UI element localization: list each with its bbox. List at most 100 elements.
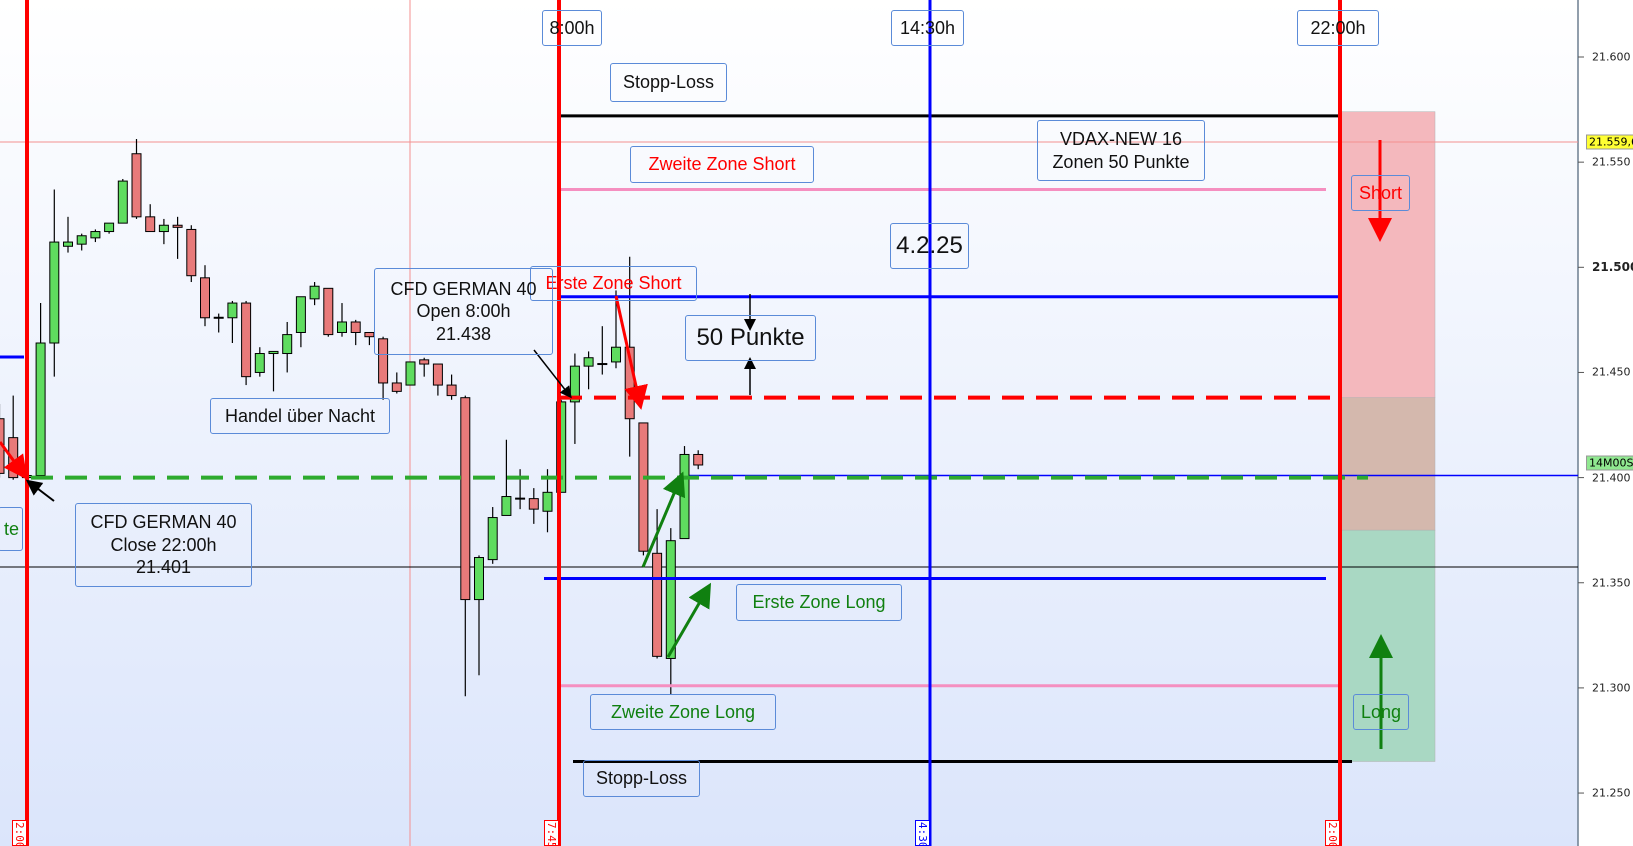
candle-bullish <box>337 321 347 333</box>
zweite-zone-long-text: Zweite Zone Long <box>610 701 756 722</box>
zweite-zone-long-label[interactable]: Zweite Zone Long <box>590 694 776 730</box>
long-text: Long <box>1360 701 1402 722</box>
red-trend-arrow-left-icon <box>0 441 28 480</box>
vdax-line2: Zonen 50 Punkte <box>1052 151 1190 172</box>
candle-bearish <box>391 382 402 392</box>
stop-loss-bottom-label[interactable]: Stopp-Loss <box>583 760 700 797</box>
time-label-us-open-text: 14:30h <box>899 17 956 38</box>
price-axis-label: 21.250 <box>1592 786 1631 800</box>
candle-bullish <box>117 180 128 224</box>
candle-bullish <box>487 517 498 561</box>
crosshair-price-marker: 21.559,6 <box>1586 134 1633 150</box>
candle-bullish <box>76 235 87 245</box>
candle-bearish <box>186 228 197 277</box>
time-label-close-text: 22:00h <box>1310 17 1366 38</box>
zone-width-label[interactable]: 50 Punkte <box>685 315 816 361</box>
countdown-marker: 14M00S <box>1586 455 1633 471</box>
candle-bullish <box>282 334 293 355</box>
date-label[interactable]: 4.2.25 <box>890 223 969 269</box>
long-label[interactable]: Long <box>1353 694 1409 730</box>
zone-width-text: 50 Punkte <box>696 324 805 351</box>
candle-bearish <box>131 153 142 218</box>
candle-bullish <box>104 222 115 233</box>
open-line1: CFD GERMAN 40 <box>390 278 537 299</box>
price-axis-label: 21.300 <box>1592 681 1631 695</box>
candle-bullish <box>611 346 621 363</box>
candle-bearish <box>528 498 539 510</box>
candle-bullish <box>158 224 169 233</box>
candle-bearish <box>241 302 252 378</box>
vdax-line1: VDAX-NEW 16 <box>1059 129 1183 149</box>
candle-bullish <box>569 365 580 403</box>
left-partial-text: te <box>3 518 19 539</box>
short-zone <box>1339 111 1436 398</box>
zweite-zone-short-label[interactable]: Zweite Zone Short <box>630 146 814 183</box>
candle-bearish <box>364 331 375 338</box>
candle-bearish <box>145 216 156 233</box>
vdax-label[interactable]: VDAX-NEW 16 Zonen 50 Punkte <box>1037 120 1205 181</box>
candle-bullish <box>295 296 306 333</box>
candle-bearish <box>350 321 361 333</box>
erste-zone-long-label[interactable]: Erste Zone Long <box>736 584 902 621</box>
candle-bullish <box>501 496 512 516</box>
candle-bullish <box>63 241 73 247</box>
overnight-text: Handel über Nacht <box>224 405 376 426</box>
candle-bullish <box>268 350 279 355</box>
erste-zone-short-text: Erste Zone Short <box>545 273 682 294</box>
time-axis-label: 2:00 <box>12 820 27 846</box>
green-trend-arrow-icon <box>641 471 686 568</box>
candle-bearish <box>693 453 704 466</box>
time-axis-label: 2:00 <box>1325 820 1340 846</box>
close-line3: 21.401 <box>135 557 192 578</box>
open-info-label[interactable]: CFD GERMAN 40 Open 8:00h 21.438 <box>374 268 553 355</box>
neutral-zone <box>1339 397 1436 531</box>
candle-bearish <box>419 359 430 365</box>
axis-background <box>1578 0 1633 846</box>
stop-loss-bottom-text: Stopp-Loss <box>595 768 688 789</box>
time-label-open-text: 8:00h <box>549 17 595 38</box>
candle-bullish <box>556 401 567 493</box>
open-line2: Open 8:00h <box>416 301 511 322</box>
candle-bearish <box>323 287 334 336</box>
price-axis-label: 21.600 <box>1592 50 1631 64</box>
candle-bearish <box>378 338 389 384</box>
stop-loss-top-text: Stopp-Loss <box>622 72 715 93</box>
candle-bearish <box>200 277 210 319</box>
close-info-label[interactable]: CFD GERMAN 40 Close 22:00h 21.401 <box>75 503 252 587</box>
time-axis-label: 4:30 <box>915 820 930 846</box>
short-label[interactable]: Short <box>1351 175 1410 211</box>
candle-bearish <box>432 363 443 386</box>
candle-bullish <box>405 361 416 386</box>
candle-bullish <box>474 557 484 601</box>
price-axis-label: 21.500 <box>1592 260 1633 275</box>
price-axis-label: 21.450 <box>1592 365 1631 379</box>
candle-bullish <box>254 353 265 373</box>
short-text: Short <box>1358 182 1403 203</box>
open-line3: 21.438 <box>435 323 492 344</box>
candle-bullish <box>35 342 46 476</box>
time-label-close[interactable]: 22:00h <box>1297 10 1379 46</box>
erste-zone-short-label[interactable]: Erste Zone Short <box>530 266 697 301</box>
time-label-open[interactable]: 8:00h <box>542 10 602 46</box>
time-label-us-open[interactable]: 14:30h <box>891 10 964 46</box>
plot-background <box>0 0 1578 846</box>
candle-bearish <box>446 384 457 397</box>
candle-bullish <box>309 285 320 300</box>
left-partial-label[interactable]: te <box>0 507 23 551</box>
open-pointer-arrow-icon <box>533 349 572 399</box>
overnight-label[interactable]: Handel über Nacht <box>210 398 390 434</box>
candle-bearish <box>172 224 183 228</box>
erste-zone-long-text: Erste Zone Long <box>752 592 886 613</box>
price-axis-label: 21.400 <box>1592 471 1631 485</box>
price-axis-label: 21.550 <box>1592 155 1631 169</box>
date-text: 4.2.25 <box>896 232 963 259</box>
green-trend-arrow-icon <box>666 582 712 658</box>
candle-bullish <box>542 491 553 512</box>
candle-bullish <box>665 540 676 659</box>
close-line1: CFD GERMAN 40 <box>90 512 237 533</box>
candle-bullish <box>679 453 690 540</box>
candle-bearish <box>638 422 649 552</box>
candle-bullish <box>49 241 60 344</box>
stop-loss-top-label[interactable]: Stopp-Loss <box>610 63 727 102</box>
candle-bullish <box>227 302 238 319</box>
